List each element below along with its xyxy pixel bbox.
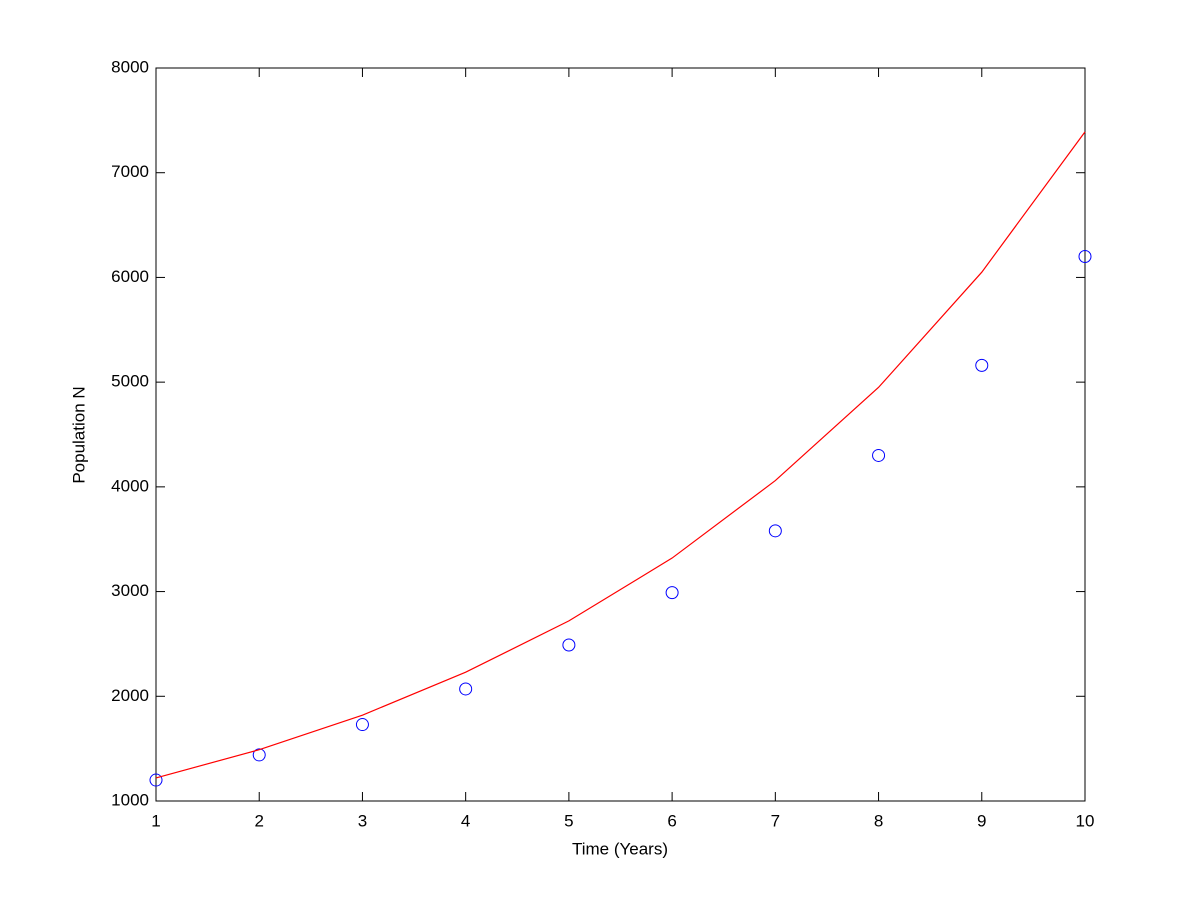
y-tick-label: 4000 [111,476,149,495]
x-tick-label: 7 [771,811,780,830]
x-tick-label: 1 [151,811,160,830]
data-point [562,638,576,652]
data-point [252,748,266,762]
y-tick-label: 8000 [111,57,149,76]
y-tick-label: 2000 [111,686,149,705]
data-point [149,773,163,787]
data-point [355,718,369,732]
data-point [459,682,473,696]
y-tick-label: 5000 [111,372,149,391]
x-tick-label: 9 [977,811,986,830]
data-point [768,524,782,538]
x-tick-label: 5 [564,811,573,830]
y-tick-label: 6000 [111,267,149,286]
data-point [872,448,886,462]
x-tick-label: 10 [1076,811,1095,830]
data-point [665,586,679,600]
y-axis-label: Population N [69,386,88,483]
x-tick-label: 2 [254,811,263,830]
x-tick-label: 4 [461,811,470,830]
x-axis-label: Time (Years) [572,839,668,858]
y-tick-label: 1000 [111,790,149,809]
x-tick-label: 6 [667,811,676,830]
y-tick-label: 3000 [111,581,149,600]
y-tick-label: 7000 [111,162,149,181]
data-line [155,131,1086,779]
data-point [1078,249,1092,263]
x-tick-label: 3 [358,811,367,830]
data-point [975,358,989,372]
x-tick-label: 8 [874,811,883,830]
plot-box [155,67,1086,802]
